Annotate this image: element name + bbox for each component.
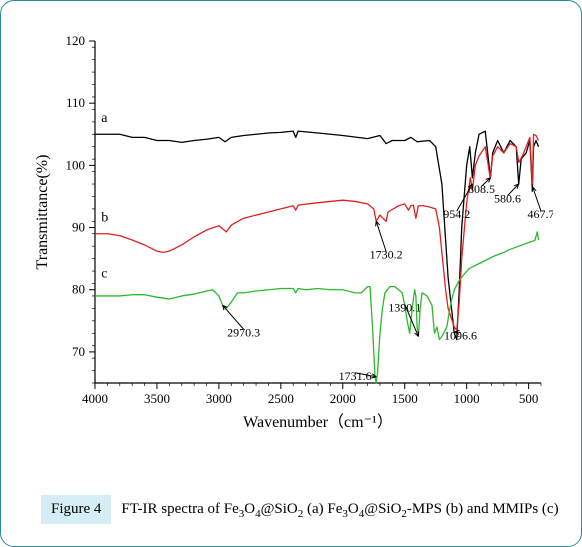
peak-label: 1390.1 [388, 300, 421, 314]
svg-text:100: 100 [66, 157, 86, 172]
svg-text:Transmittance(%): Transmittance(%) [34, 155, 51, 270]
svg-text:3500: 3500 [144, 391, 170, 406]
series-b [95, 134, 539, 330]
svg-text:3000: 3000 [206, 391, 232, 406]
chart-container: 4000 3500 3000 2500 2000 1500 1000 500 70 80 90 100… [31, 31, 553, 441]
svg-text:120: 120 [66, 33, 86, 48]
peak-label: 580.6 [494, 192, 521, 206]
svg-text:4000: 4000 [82, 391, 108, 406]
series-label-b: b [101, 210, 108, 225]
figure-label: Figure 4 [41, 495, 111, 524]
peak-label: 1730.2 [370, 248, 403, 262]
ftir-chart: 4000 3500 3000 2500 2000 1500 1000 500 70 80 90 100… [31, 31, 553, 441]
caption-text: FT-IR spectra of Fe3O4@SiO2 (a) Fe3O4@Si… [121, 495, 558, 522]
series-a [95, 131, 539, 339]
svg-text:2000: 2000 [330, 391, 356, 406]
peak-label: 467.7 [528, 207, 554, 221]
peak-label: 954.2 [443, 207, 470, 221]
series-label-c: c [101, 266, 107, 281]
figure-frame: 4000 3500 3000 2500 2000 1500 1000 500 70 80 90 100… [0, 0, 582, 547]
svg-text:Wavenumber（cm⁻¹）: Wavenumber（cm⁻¹） [243, 413, 393, 431]
series-label-a: a [101, 111, 108, 126]
peak-label: 1096.6 [444, 328, 477, 342]
series-c [95, 232, 539, 383]
svg-text:70: 70 [72, 344, 85, 359]
svg-text:110: 110 [66, 95, 85, 110]
svg-text:90: 90 [72, 220, 85, 235]
svg-text:80: 80 [72, 282, 85, 297]
svg-text:500: 500 [519, 391, 539, 406]
caption-row: Figure 4 FT-IR spectra of Fe3O4@SiO2 (a)… [41, 495, 561, 524]
svg-text:1500: 1500 [392, 391, 418, 406]
svg-text:1000: 1000 [454, 391, 480, 406]
peak-label: 2970.3 [227, 325, 260, 339]
peak-label: 1731.6 [339, 369, 372, 383]
svg-text:2500: 2500 [268, 391, 294, 406]
